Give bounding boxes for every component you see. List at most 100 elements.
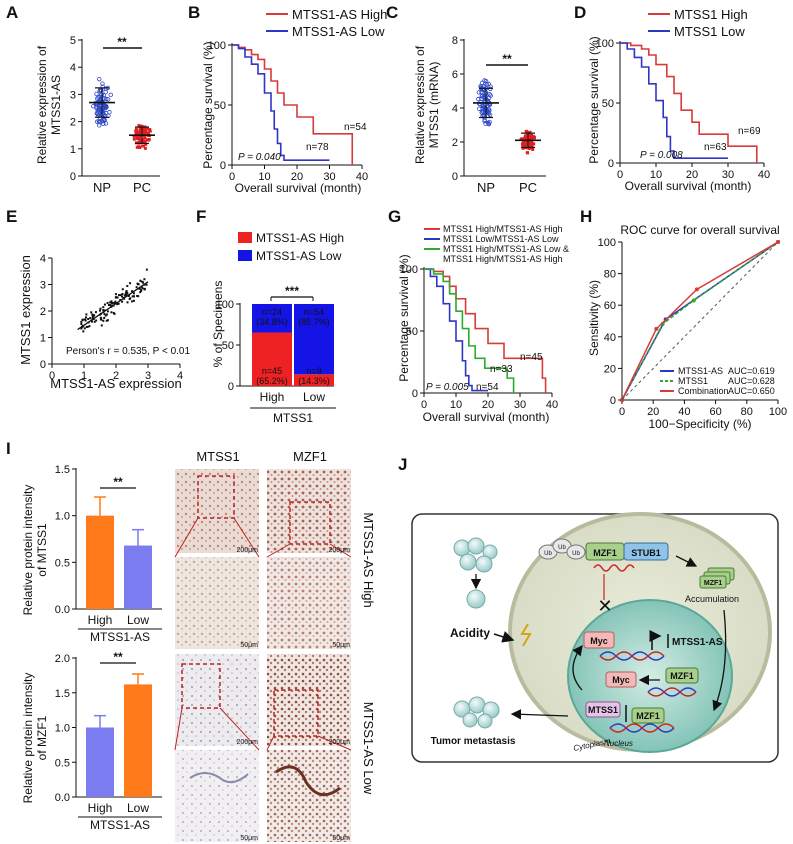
title-h: ROC curve for overall survival [620, 223, 779, 237]
i-bot-ytick-label-4: 2.0 [55, 653, 70, 665]
stub1-label: STUB1 [631, 548, 661, 558]
scale-6: 50μm [240, 835, 258, 842]
a-dot-PC-83 [138, 128, 142, 132]
e-point-16 [121, 300, 124, 303]
panel-label-c: C [386, 3, 398, 22]
i-top-ytick-label-1: 0.5 [55, 557, 70, 569]
ub-label-2: Ub [558, 545, 566, 551]
f-ytick-label-1: 50 [222, 340, 234, 352]
ihc-row-high: MTSS1-AS High [361, 512, 376, 607]
pvalue-b: P = 0.040 [238, 152, 281, 163]
b-curve-1 [232, 44, 330, 161]
c-dot-PC-68 [524, 134, 528, 138]
a-dot-NP-73 [95, 111, 100, 117]
e-point-27 [83, 327, 86, 330]
c-ytick-label-0: 0 [452, 171, 458, 183]
b-ytick-label-0: 0 [220, 160, 226, 172]
c-dot-PC-8 [521, 146, 525, 150]
a-dot-NP-81 [103, 110, 109, 116]
e-point-101 [103, 309, 106, 312]
a-dot-NP-27 [104, 96, 109, 102]
e-point-3 [105, 313, 108, 316]
ihc-mzf1-low-200 [267, 654, 351, 746]
e-point-75 [121, 292, 124, 295]
e-point-30 [94, 311, 97, 314]
c-dot-NP-8 [476, 96, 481, 102]
legend-g-3: MTSS1 High/MTSS1-AS Low & [443, 244, 569, 254]
tumor-cluster-2 [453, 696, 500, 729]
e-point-82 [88, 325, 91, 328]
tumor-cluster-1 [453, 537, 498, 573]
c-ytick-label-1: 2 [452, 137, 458, 149]
ihc-mzf1-high-200 [267, 469, 351, 553]
g-xtick-label-2: 20 [482, 399, 494, 411]
i-top-bar-Low [124, 545, 152, 609]
e-point-125 [80, 327, 83, 330]
c-dot-NP-45 [479, 96, 484, 102]
e-point-13 [145, 283, 148, 286]
i-top-ytick-label-0: 0.0 [55, 604, 70, 616]
e-point-8 [132, 299, 135, 302]
c-dot-NP-88 [488, 86, 493, 92]
e-point-23 [138, 287, 141, 290]
e-point-4 [114, 300, 117, 303]
scale-1: 200μm [236, 547, 258, 554]
ylabel-a-2: MTSS1-AS [49, 75, 63, 135]
myc-label-2: Myc [612, 675, 630, 685]
e-point-119 [145, 268, 148, 271]
e-point-56 [109, 301, 112, 304]
d-xtick-label-1: 10 [650, 169, 662, 181]
ylabel-f: % of Specimens [211, 281, 225, 368]
block-x-icon: ✕ [597, 596, 612, 616]
b-xtick-label-4: 40 [356, 171, 368, 183]
c-ytick-label-3: 6 [452, 69, 458, 81]
f-label-bot-pct-High: (65.2%) [256, 376, 288, 386]
c-dot-NP-44 [487, 112, 493, 118]
a-dot-NP-89 [96, 118, 102, 124]
h-ytick-label-0: 0 [610, 395, 616, 407]
e-point-34 [123, 294, 126, 297]
e-point-88 [131, 295, 134, 298]
mzf1-nuc-1 [665, 667, 699, 684]
c-dot-NP-46 [479, 94, 484, 99]
zoom-line-1b [233, 517, 260, 558]
e-point-114 [93, 314, 96, 317]
e-point-100 [120, 295, 123, 298]
e-point-67 [131, 290, 134, 293]
g-curve-2 [424, 268, 515, 393]
a-dot-NP-70 [97, 76, 102, 82]
panel-label-i: I [6, 439, 11, 458]
a-ytick-label-5: 5 [70, 35, 76, 47]
ylabel-i-bot-2: of MZF1 [35, 715, 49, 760]
i-top-ytick-label-2: 1.0 [55, 511, 70, 523]
nucleus-label: Nucleus [604, 739, 633, 748]
legend-h-2: MTSS1 [678, 376, 708, 386]
c-dot-PC-69 [527, 137, 531, 141]
e-point-59 [126, 285, 129, 288]
c-ytick-label-4: 8 [452, 35, 458, 47]
e-point-54 [95, 319, 98, 322]
panel-i: I Relative protein intensity of MTSS1 Re… [6, 439, 376, 842]
xcat-i-top-high: High [88, 613, 113, 627]
c-dot-NP-79 [483, 99, 488, 105]
a-dot-PC-81 [142, 134, 146, 138]
pvalue-g: P = 0.005 [426, 382, 469, 393]
xcat-c-pc: PC [519, 180, 537, 195]
a-dot-PC-46 [148, 129, 152, 133]
d-curve-1 [620, 42, 728, 159]
panel-label-f: F [196, 207, 206, 226]
i-bot-ytick-label-1: 0.5 [55, 757, 70, 769]
i-bot-bar-Low [124, 684, 152, 797]
xcat-i-bot-low: Low [127, 801, 149, 815]
e-xtick-label-0: 0 [49, 370, 55, 382]
f-label-top-pct-Low: (85.7%) [298, 317, 330, 327]
a-dot-NP-43 [103, 121, 109, 126]
a-dot-PC-77 [142, 128, 146, 132]
legend-f-high-swatch [238, 232, 252, 243]
xlabel-d: Overall survival (month) [625, 179, 752, 193]
xcat-a-np: NP [93, 180, 111, 195]
c-dot-NP-87 [482, 105, 487, 110]
d-xtick-label-0: 0 [617, 169, 623, 181]
panel-label-a: A [6, 3, 18, 22]
